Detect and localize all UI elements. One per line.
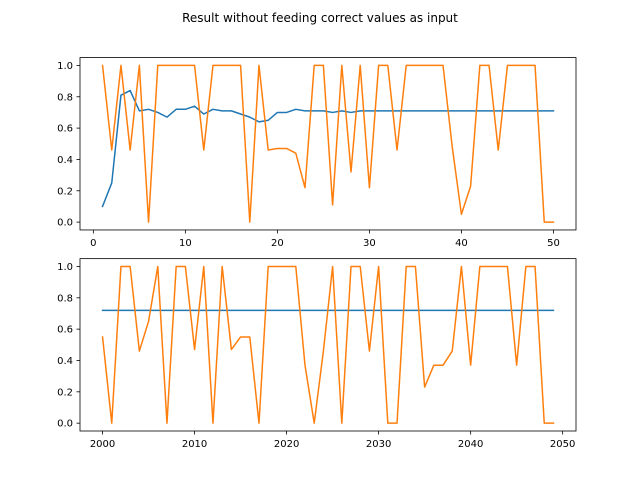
y-tick-label: 0.2 — [57, 186, 73, 197]
x-tick-label: 40 — [455, 238, 468, 249]
y-tick-label: 0.4 — [57, 155, 73, 166]
x-tick-label: 2010 — [182, 439, 207, 450]
axes-frame — [79, 258, 577, 432]
x-tick-label: 2030 — [366, 439, 391, 450]
x-tick-label: 2020 — [274, 439, 299, 450]
axes-frame — [79, 57, 577, 231]
x-tick-label: 30 — [363, 238, 376, 249]
y-tick-label: 0.6 — [57, 325, 73, 336]
y-tick-label: 0.8 — [57, 92, 73, 103]
x-tick-label: 2000 — [90, 439, 115, 450]
y-tick-label: 0.8 — [57, 293, 73, 304]
y-tick-label: 0.4 — [57, 356, 73, 367]
series-line-2 — [101, 64, 555, 223]
x-tick-label: 0 — [90, 238, 96, 249]
axes-top: 0 10 20 30 40 50 0.0 0.2 0.4 0.6 0.8 1.0 — [57, 57, 577, 249]
y-tick-label: 0.6 — [57, 124, 73, 135]
series-line-1 — [101, 89, 555, 208]
y-tick-label: 0.0 — [57, 419, 73, 430]
y-tick-label: 0.0 — [57, 218, 73, 229]
x-tick-label: 20 — [271, 238, 284, 249]
y-tick-label: 0.2 — [57, 387, 73, 398]
x-tick-label: 50 — [547, 238, 560, 249]
x-tick-label: 2040 — [458, 439, 483, 450]
x-tick-label: 10 — [179, 238, 192, 249]
series-line-2 — [101, 265, 555, 424]
figure-suptitle: Result without feeding correct values as… — [182, 11, 458, 25]
x-tick-label: 2050 — [550, 439, 575, 450]
axes-bottom: 2000 2010 2020 2030 2040 2050 0.0 0.2 0.4 0.6 0.8 1… — [57, 258, 577, 450]
y-tick-label: 1.0 — [57, 61, 73, 72]
y-tick-label: 1.0 — [57, 262, 73, 273]
